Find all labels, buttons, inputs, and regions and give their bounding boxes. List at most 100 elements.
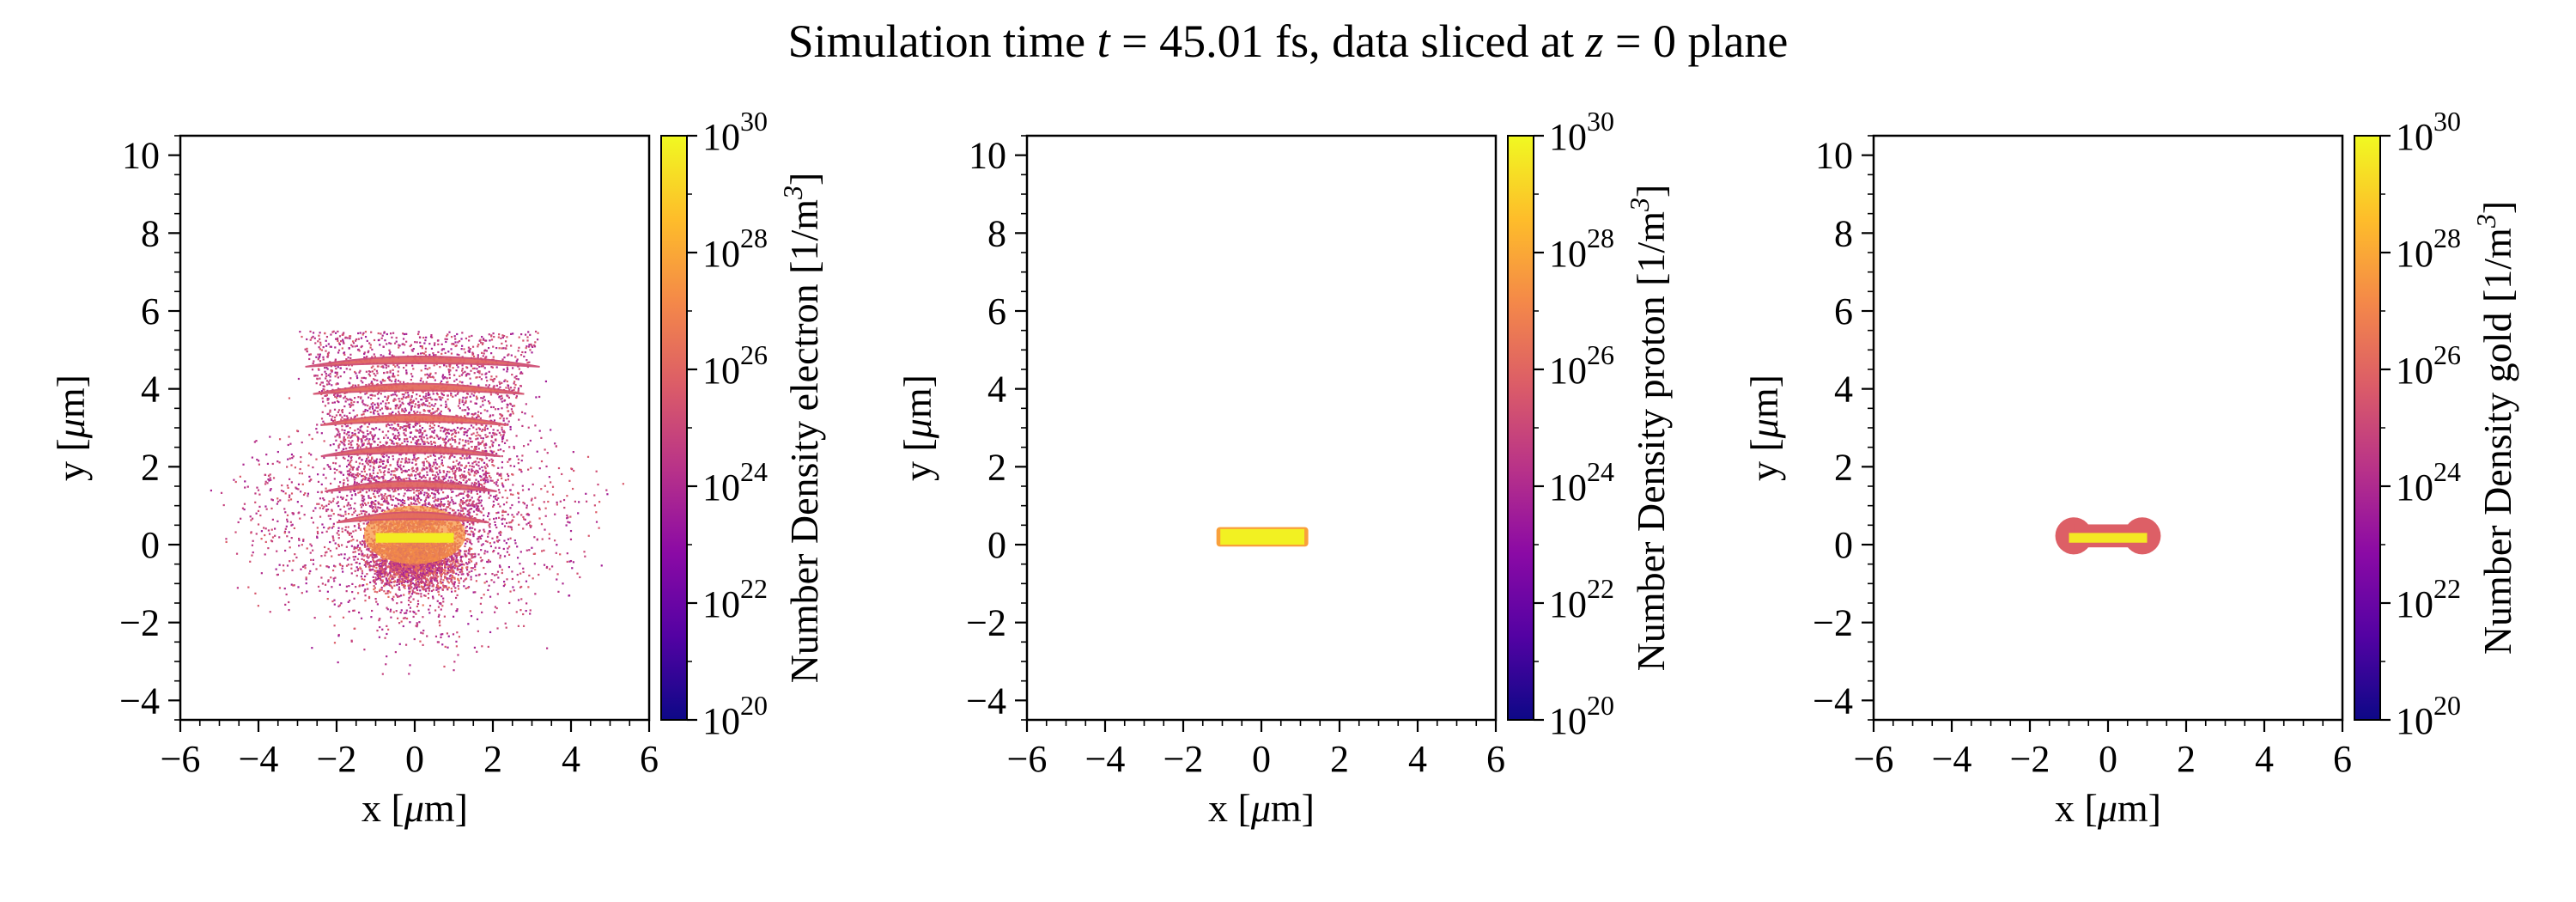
scatter-point [338,604,342,606]
scatter-point [404,502,406,504]
scatter-point [390,584,392,587]
scatter-point [417,593,420,595]
scatter-point [576,572,579,575]
scatter-point [469,527,471,530]
figure-title: Simulation time t = 45.01 fs, data slice… [788,15,1789,67]
scatter-point [505,521,508,525]
scatter-point [405,571,408,574]
scatter-point [358,563,361,565]
scatter-point [403,575,405,577]
scatter-point [393,572,396,575]
scatter-point [548,537,550,539]
scatter-point [436,600,439,602]
scatter-point [566,514,568,517]
scatter-point [453,576,456,579]
scatter-point [310,454,313,456]
scatter-point [465,566,468,569]
scatter-point [316,536,319,539]
scatter-point [257,489,260,491]
scatter-point [471,555,473,558]
scatter-point [466,587,470,589]
scatter-point [496,593,499,595]
scatter-point [356,454,359,456]
scatter-point [435,580,438,582]
scatter-point [434,489,437,492]
scatter-point [395,573,398,576]
scatter-point [487,588,489,592]
scatter-point [372,565,375,568]
scatter-point [337,633,340,637]
scatter-point [471,433,473,436]
scatter-point [456,446,459,448]
scatter-point [294,553,296,556]
scatter-point [311,647,313,649]
scatter-point [375,566,378,570]
scatter-point [297,377,301,381]
scatter-point [400,582,403,585]
scatter-point [273,527,276,530]
scatter-point [242,463,245,466]
scatter-point [337,496,339,498]
scatter-point [363,649,366,651]
scatter-point [341,564,344,568]
scatter-point [241,507,245,509]
scatter-point [507,475,510,478]
scatter-point [320,576,323,579]
scatter-point [338,491,341,494]
scatter-point [521,454,524,457]
scatter-point [488,524,490,527]
scatter-point [422,467,425,470]
scatter-point [415,583,418,586]
scatter-point [292,584,295,587]
scatter-point [385,569,387,571]
scatter-point [434,577,437,580]
scatter-point [540,523,544,526]
scatter-point [455,572,458,575]
scatter-point [380,476,383,478]
scatter-point [412,615,415,619]
scatter-point [338,465,341,467]
scatter-point [385,561,387,564]
scatter-point [306,547,308,550]
scatter-point [538,467,541,470]
scatter-point [429,454,432,457]
scatter-point [495,517,498,520]
scatter-point [394,576,397,578]
scatter-point [555,552,557,554]
scatter-point [432,454,435,456]
scatter-point [319,497,322,500]
scatter-point [383,567,386,570]
scatter-point [327,515,330,517]
scatter-point [260,530,264,533]
scatter-point [455,556,458,559]
scatter-point [415,463,417,466]
scatter-point [357,611,361,614]
scatter-point [446,573,448,576]
scatter-point [406,572,409,576]
scatter-point [426,635,428,637]
scatter-point [405,364,408,367]
scatter-point [366,548,368,551]
scatter-point [467,533,470,536]
scatter-point [439,572,441,575]
scatter-point [416,605,419,608]
scatter-point [270,540,274,543]
scatter-point [499,557,501,559]
scatter-point [451,575,453,577]
scatter-point [323,505,325,508]
scatter-point [351,434,354,437]
scatter-point [386,575,389,577]
scatter-point [483,566,485,570]
scatter-point [420,563,423,565]
scatter-point [484,478,487,482]
scatter-point [323,440,325,442]
scatter-point [520,411,524,413]
scatter-point [493,541,495,544]
scatter-point [426,494,428,497]
scatter-point [491,464,494,466]
scatter-point [386,565,389,568]
scatter-point [491,573,494,576]
scatter-point [367,521,369,524]
scatter-point [392,611,395,613]
scatter-point [416,572,419,575]
